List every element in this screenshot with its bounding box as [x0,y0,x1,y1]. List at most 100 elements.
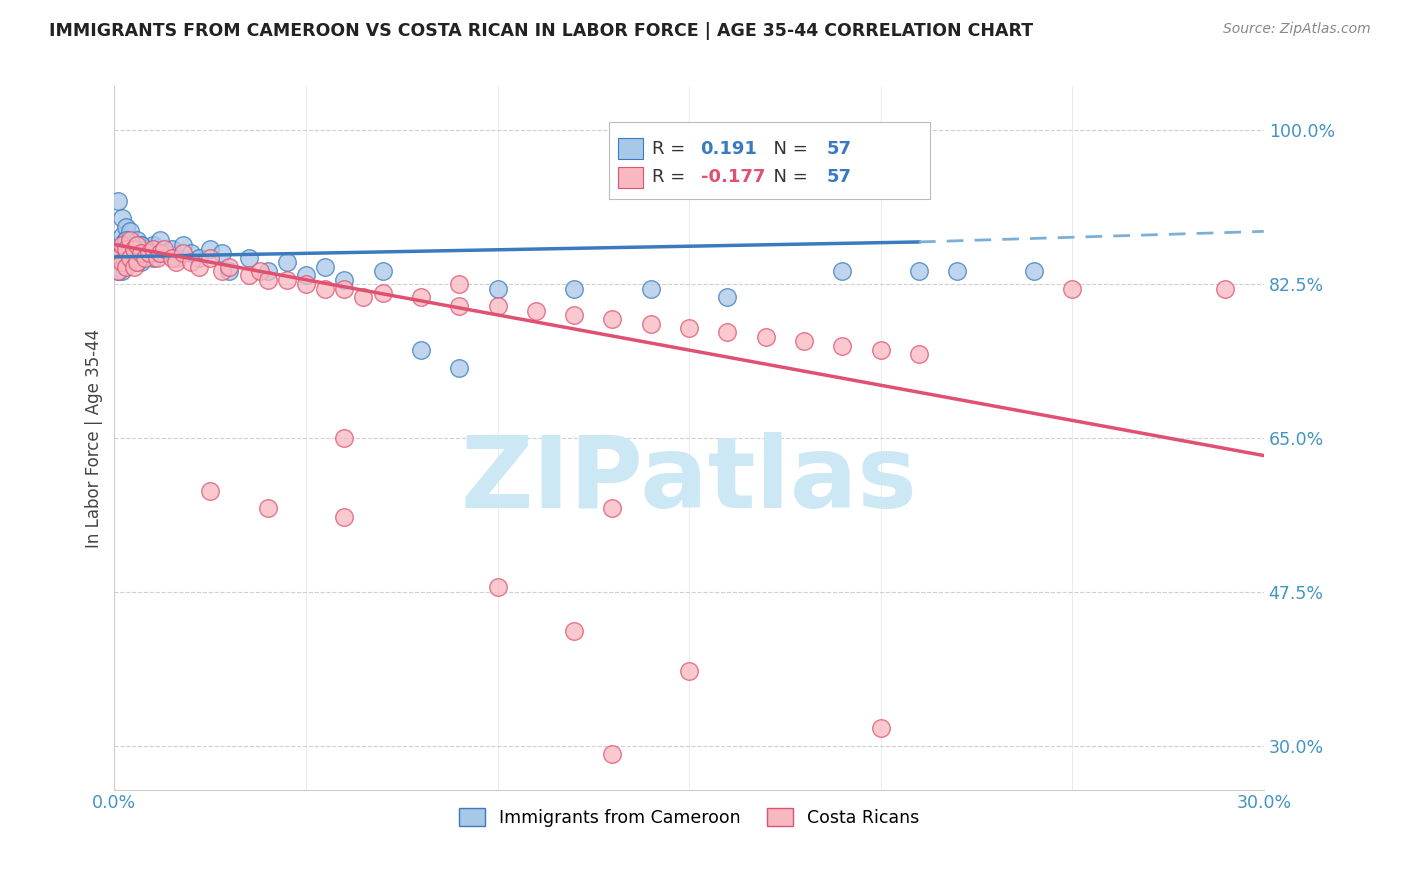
Point [602,747,624,762]
Point [115,251,138,265]
Point [107,194,129,208]
Point [449,299,471,313]
Point [908,264,931,278]
Point [869,721,891,735]
Point [149,246,172,260]
Point [486,581,509,595]
Point [187,251,209,265]
Point [1215,281,1237,295]
Point [153,242,176,256]
Point [295,268,318,283]
Point [122,255,145,269]
Point [111,246,134,260]
Point [371,285,394,300]
Point [678,321,700,335]
Point [314,260,336,274]
Point [333,510,356,524]
Text: ZIPatlas: ZIPatlas [461,432,918,529]
Point [716,290,738,304]
Point [107,251,129,265]
Point [295,277,318,292]
Text: 57: 57 [827,169,852,186]
Point [127,251,149,265]
Point [409,343,432,357]
Text: R =: R = [652,169,692,186]
Point [333,431,356,445]
Point [107,264,129,278]
Point [238,251,260,265]
Point [1062,281,1084,295]
Point [165,255,187,269]
Point [115,242,138,256]
Point [134,251,156,265]
Point [449,360,471,375]
Point [276,255,298,269]
Point [218,264,240,278]
Point [118,224,141,238]
Point [145,246,167,260]
Point [118,233,141,247]
Point [211,264,233,278]
Text: R =: R = [652,139,692,158]
Point [602,312,624,326]
Point [122,260,145,274]
Point [129,237,152,252]
Point [449,277,471,292]
Point [115,233,138,247]
Point [333,273,356,287]
Point [562,281,585,295]
Point [793,334,815,349]
Point [149,233,172,247]
Point [1022,264,1045,278]
Point [165,251,187,265]
Point [107,264,129,278]
Point [127,255,149,269]
Text: 57: 57 [827,139,852,158]
Point [333,281,356,295]
Point [115,219,138,234]
FancyBboxPatch shape [617,167,643,187]
Point [562,308,585,322]
Point [831,339,853,353]
Text: N =: N = [762,169,813,186]
Point [211,246,233,260]
Point [187,260,209,274]
Point [180,255,202,269]
Point [180,246,202,260]
Point [755,330,778,344]
Point [129,237,152,252]
Point [908,347,931,361]
Point [129,255,152,269]
Point [946,264,969,278]
Point [678,664,700,678]
Point [198,242,221,256]
Point [371,264,394,278]
Point [145,251,167,265]
Point [115,260,138,274]
Point [198,483,221,498]
Point [524,303,547,318]
Point [127,237,149,252]
Point [134,242,156,256]
Point [129,246,152,260]
Point [115,233,138,247]
Point [118,246,141,260]
Point [138,246,160,260]
Point [172,237,194,252]
Point [869,343,891,357]
Text: N =: N = [762,139,813,158]
Point [352,290,374,304]
Point [142,242,165,256]
Point [198,251,221,265]
Point [142,251,165,265]
Point [111,211,134,226]
Point [486,299,509,313]
Point [122,242,145,256]
Point [111,246,134,260]
Text: 0.191: 0.191 [700,139,758,158]
Point [107,237,129,252]
Point [256,501,278,516]
Point [153,246,176,260]
Legend: Immigrants from Cameroon, Costa Ricans: Immigrants from Cameroon, Costa Ricans [453,801,927,834]
FancyBboxPatch shape [617,138,643,159]
